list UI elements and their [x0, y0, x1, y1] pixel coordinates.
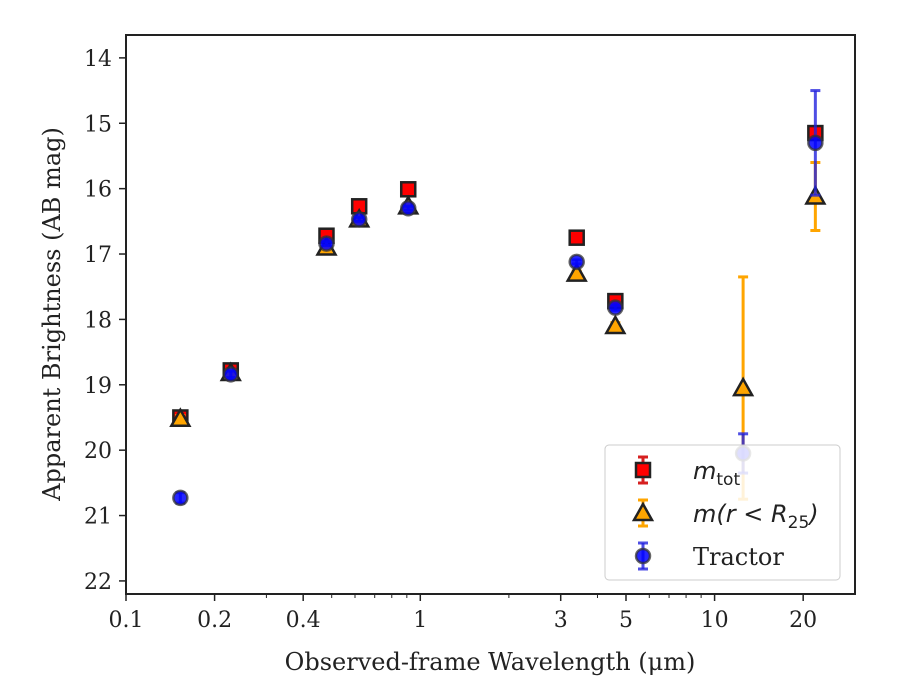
y-axis-label: Apparent Brightness (AB mag) — [38, 127, 66, 502]
x-tick-label: 0.4 — [286, 608, 321, 633]
legend-label: mtot — [693, 457, 740, 490]
data-point — [807, 134, 824, 152]
legend-box — [604, 444, 841, 581]
data-point — [568, 253, 585, 271]
x-tick-label: 10 — [701, 608, 729, 633]
legend-marker — [631, 501, 655, 522]
data-point — [350, 211, 368, 228]
legend-marker — [634, 461, 652, 479]
data-point — [318, 235, 335, 252]
data-point — [607, 299, 624, 316]
y-tick-label: 16 — [84, 178, 112, 203]
plot-frame — [125, 34, 856, 595]
data-point — [399, 200, 417, 217]
x-tick-label: 5 — [619, 608, 633, 633]
x-tick-label: 1 — [413, 608, 427, 633]
y-tick-label: 20 — [84, 439, 112, 464]
x-axis-label: Observed-frame Wavelength (μm) — [285, 648, 696, 676]
x-tick-label: 0.2 — [197, 608, 232, 633]
data-point — [731, 376, 755, 397]
legend-label: Tractor — [693, 543, 784, 571]
x-axis: 0.1 0.2 0.4 1 3 5 10 20 — [109, 594, 817, 633]
legend-marker — [634, 547, 652, 565]
y-tick-label: 21 — [84, 505, 112, 530]
legend: mtot m(r < R25) Tractor — [604, 444, 841, 581]
data-point — [565, 262, 588, 282]
data-point — [399, 181, 417, 198]
data-point — [604, 314, 627, 335]
y-tick-label: 18 — [84, 308, 112, 333]
y-tick-label: 17 — [84, 243, 112, 268]
y-tick-label: 14 — [84, 47, 112, 72]
data-point — [222, 366, 240, 383]
y-tick-label: 22 — [84, 570, 112, 595]
data-point — [172, 489, 189, 507]
x-tick-label: 3 — [554, 608, 568, 633]
series-tractor — [172, 89, 824, 507]
x-tick-label: 0.1 — [109, 608, 144, 633]
y-tick-label: 19 — [84, 374, 112, 399]
series-mtot — [172, 124, 824, 426]
data-point — [568, 229, 585, 246]
data-point — [169, 407, 192, 428]
y-tick-label: 15 — [84, 112, 112, 137]
data-series — [169, 89, 827, 507]
legend-label: m(r < R25) — [693, 500, 819, 533]
x-tick-label: 20 — [789, 608, 817, 633]
y-axis: 14 15 16 17 18 19 20 21 22 — [84, 47, 126, 595]
